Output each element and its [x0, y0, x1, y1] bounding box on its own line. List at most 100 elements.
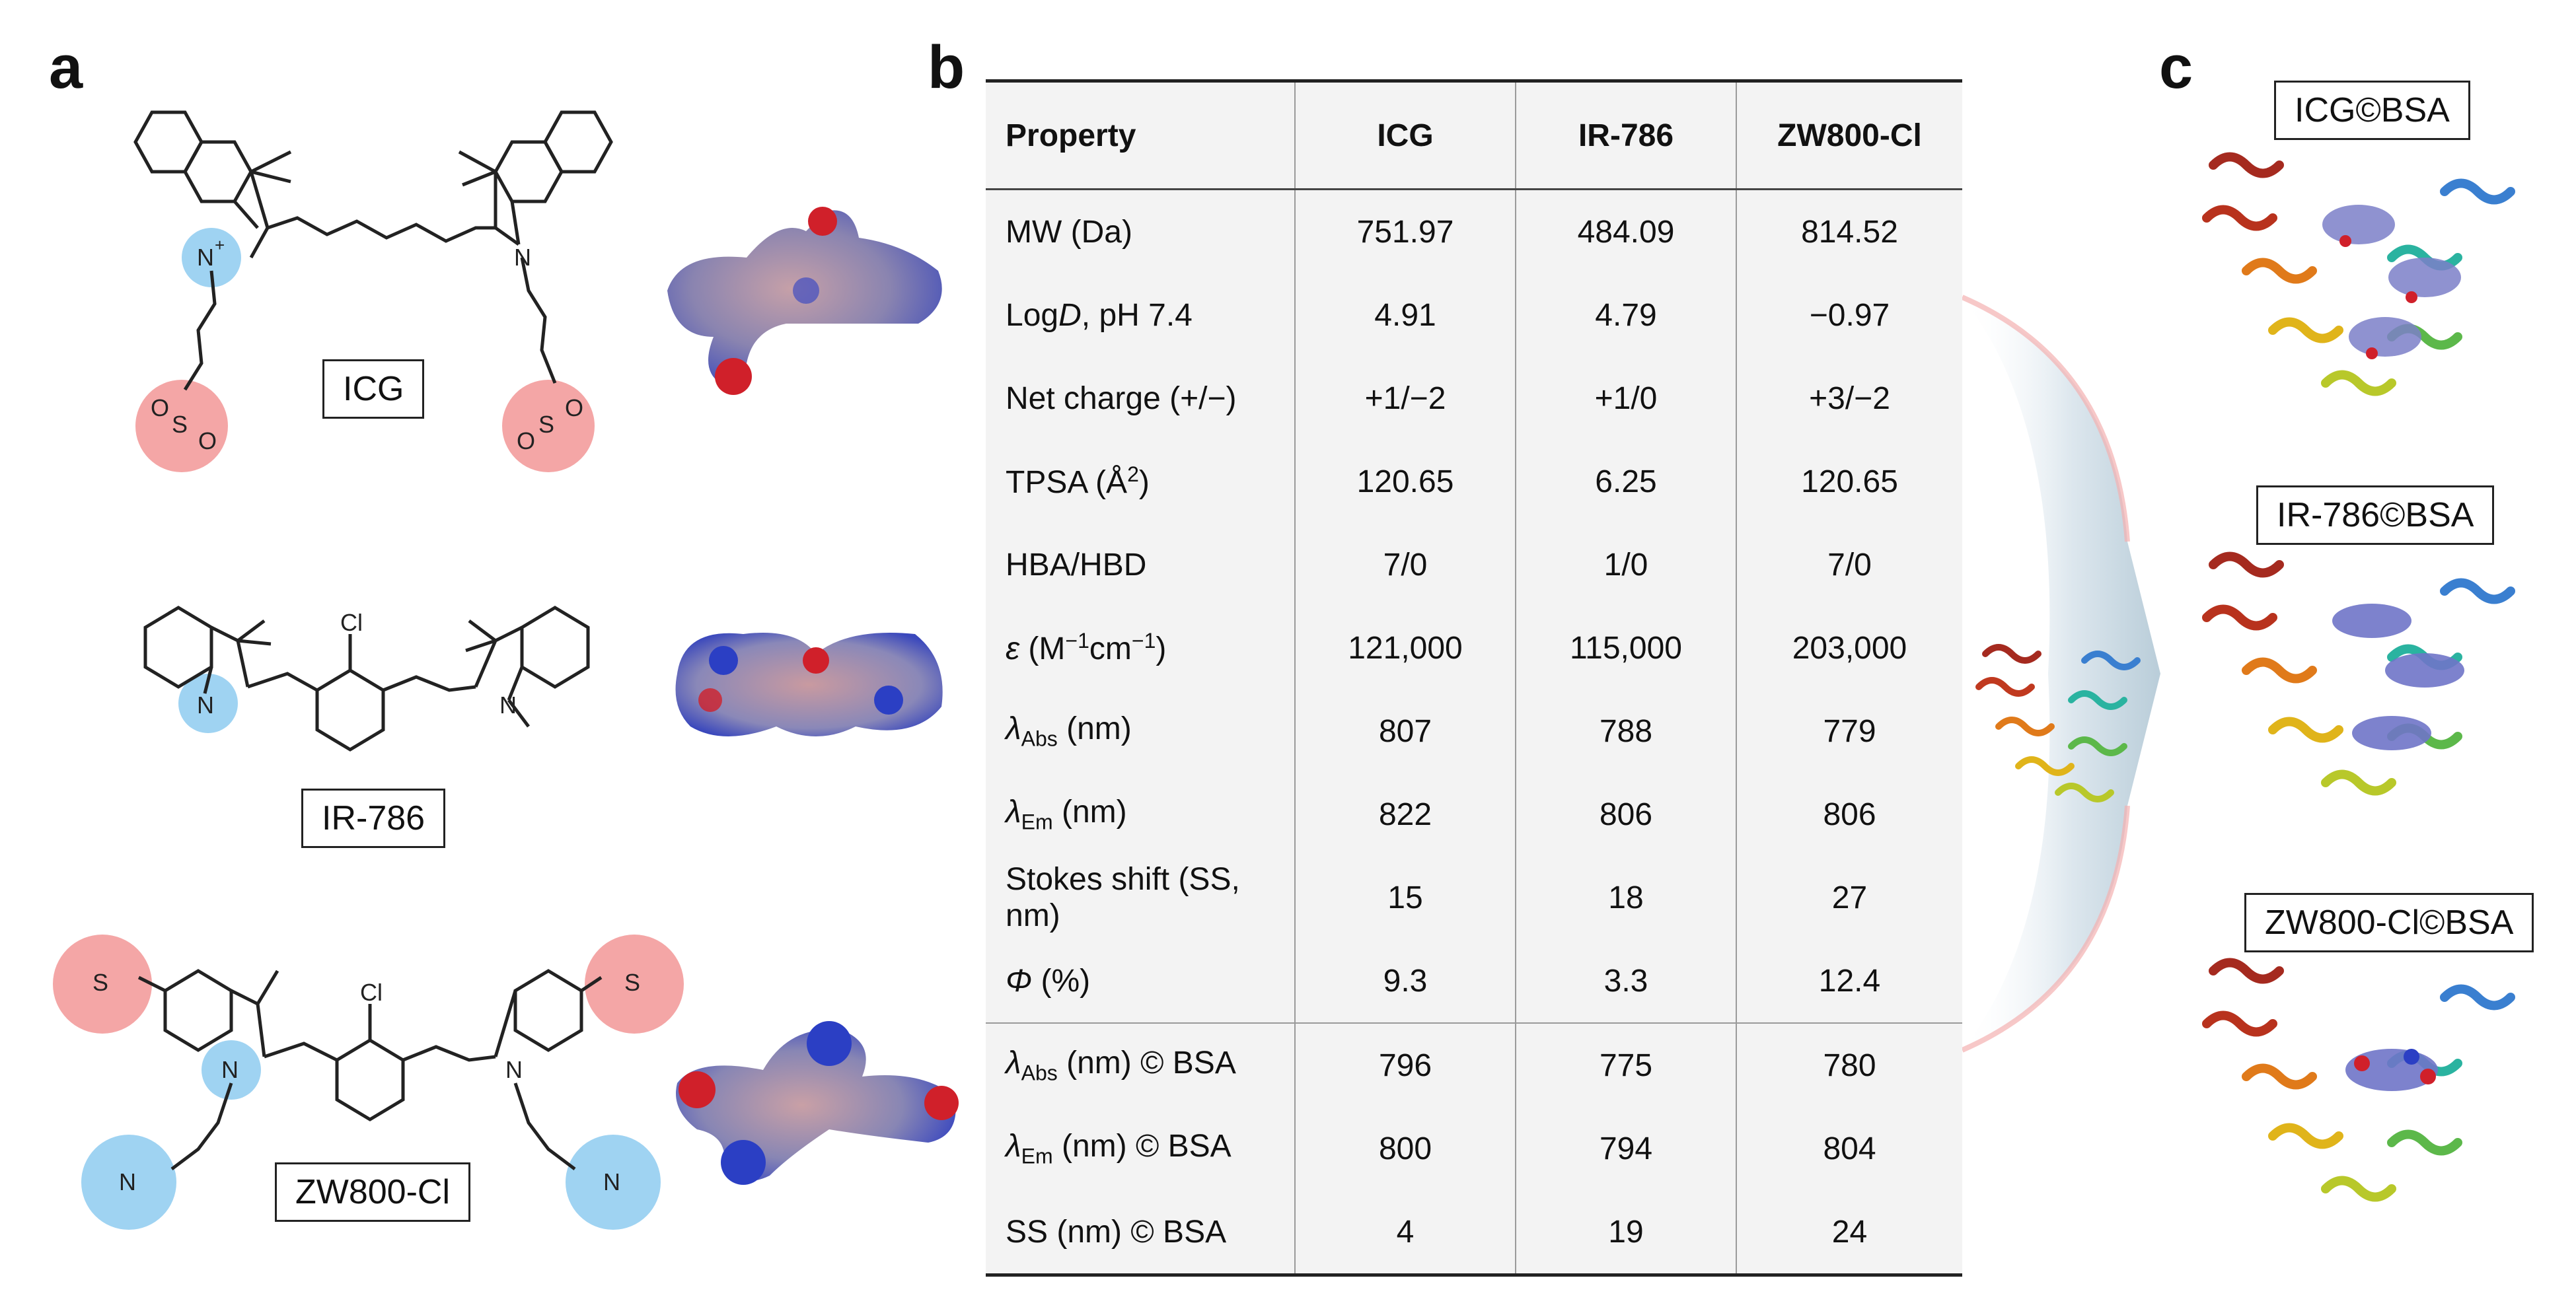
table-row: ε (M−1cm−1) 121,000 115,000 203,000 [986, 606, 1962, 690]
cell-icg: 9.3 [1294, 939, 1516, 1023]
table-row: λEm (nm) 822 806 806 [986, 773, 1962, 856]
binding-arrow [1962, 295, 2160, 1053]
anion-halo [502, 380, 595, 472]
atom-o: O [198, 427, 217, 454]
label-zw800-bsa: ZW800-Cl©BSA [2244, 893, 2534, 952]
surface-zw800 [676, 1021, 959, 1185]
header-ir786: IR-786 [1515, 79, 1736, 190]
row-label: λAbs (nm) [986, 690, 1295, 773]
bsa-protein-icon [1975, 644, 2141, 802]
cell-icg: 4.91 [1294, 273, 1516, 357]
complex-ir786-bsa [2202, 551, 2515, 796]
cell-icg: 807 [1294, 690, 1516, 773]
cell-ir786: 6.25 [1515, 440, 1736, 523]
row-label: Net charge (+/−) [986, 357, 1295, 440]
cell-icg: 751.97 [1294, 189, 1516, 273]
anion-halo [585, 935, 684, 1034]
cell-zw800: 120.65 [1736, 440, 1962, 523]
cation-halo [182, 228, 241, 287]
cell-icg: 120.65 [1294, 440, 1516, 523]
complex-icg-bsa [2202, 152, 2515, 396]
cell-icg: 15 [1294, 856, 1516, 939]
cell-ir786: 788 [1515, 690, 1736, 773]
cell-icg: 796 [1294, 1022, 1516, 1107]
atom-o: O [517, 427, 535, 454]
panel-letter-a: a [49, 34, 83, 101]
table-row: Stokes shift (SS, nm) 15 18 27 [986, 856, 1962, 939]
cell-icg: +1/−2 [1294, 357, 1516, 440]
atom-s: S [624, 969, 640, 996]
panel-letter-b: b [928, 34, 965, 101]
atom-n: N [514, 244, 531, 271]
cell-ir786: 794 [1515, 1107, 1736, 1190]
structure-icg: N + N S S O O O O [133, 110, 613, 472]
cell-ir786: 19 [1515, 1190, 1736, 1277]
structure-ir786: Cl N N [143, 606, 590, 752]
atom-cl: Cl [360, 979, 383, 1006]
atom-s: S [172, 411, 188, 438]
cell-ir786: 3.3 [1515, 939, 1736, 1023]
atom-n-plus: N [197, 244, 214, 271]
cell-ir786: 4.79 [1515, 273, 1736, 357]
cell-ir786: 775 [1515, 1022, 1736, 1107]
cation-halo [202, 1040, 261, 1100]
complex-zw800-bsa [2202, 958, 2515, 1202]
table-row: λAbs (nm) 807 788 779 [986, 690, 1962, 773]
row-label: HBA/HBD [986, 523, 1295, 606]
cell-icg: 121,000 [1294, 606, 1516, 690]
cell-ir786: 1/0 [1515, 523, 1736, 606]
cell-ir786: 484.09 [1515, 189, 1736, 273]
cell-zw800: −0.97 [1736, 273, 1962, 357]
cell-zw800: 12.4 [1736, 939, 1962, 1023]
row-label: λAbs (nm) © BSA [986, 1022, 1295, 1107]
cell-zw800: 27 [1736, 856, 1962, 939]
atom-n-plus: N [197, 691, 214, 719]
row-label: λEm (nm) [986, 773, 1295, 856]
table-row: Net charge (+/−) +1/−2 +1/0 +3/−2 [986, 357, 1962, 440]
cell-icg: 4 [1294, 1190, 1516, 1277]
surface-icg [667, 207, 942, 395]
label-ir786-bsa: IR-786©BSA [2256, 485, 2495, 545]
row-label: λEm (nm) © BSA [986, 1107, 1295, 1190]
cell-zw800: 780 [1736, 1022, 1962, 1107]
row-label: LogD, pH 7.4 [986, 273, 1295, 357]
cell-icg: 7/0 [1294, 523, 1516, 606]
atom-charge: + [215, 235, 225, 255]
atom-cl: Cl [340, 609, 363, 636]
cell-zw800: 814.52 [1736, 189, 1962, 273]
atom-n-plus: N [603, 1168, 620, 1195]
atom-n-plus: N [221, 1056, 239, 1083]
cell-ir786: 806 [1515, 773, 1736, 856]
cation-halo [566, 1135, 661, 1230]
table-row: TPSA (Å2) 120.65 6.25 120.65 [986, 440, 1962, 523]
table-row: λAbs (nm) © BSA 796 775 780 [986, 1022, 1962, 1107]
table-row: LogD, pH 7.4 4.91 4.79 −0.97 [986, 273, 1962, 357]
table-row: HBA/HBD 7/0 1/0 7/0 [986, 523, 1962, 606]
label-icg-bsa: ICG©BSA [2274, 81, 2470, 140]
cell-zw800: 806 [1736, 773, 1962, 856]
row-label: SS (nm) © BSA [986, 1190, 1295, 1277]
row-label: Stokes shift (SS, nm) [986, 856, 1295, 939]
cell-icg: 822 [1294, 773, 1516, 856]
cation-halo [81, 1135, 176, 1230]
table-header-row: Property ICG IR-786 ZW800-Cl [986, 79, 1962, 190]
table-row: λEm (nm) © BSA 800 794 804 [986, 1107, 1962, 1190]
cell-icg: 800 [1294, 1107, 1516, 1190]
row-label: Φ (%) [986, 939, 1295, 1023]
row-label: MW (Da) [986, 189, 1295, 273]
atom-s: S [538, 411, 554, 438]
cell-zw800: +3/−2 [1736, 357, 1962, 440]
cell-ir786: 115,000 [1515, 606, 1736, 690]
atom-s: S [92, 969, 108, 996]
anion-halo [53, 935, 152, 1034]
atom-o: O [565, 394, 583, 421]
cell-ir786: 18 [1515, 856, 1736, 939]
cell-zw800: 779 [1736, 690, 1962, 773]
cation-halo [178, 674, 238, 733]
label-icg: ICG [322, 359, 425, 419]
atom-n-plus: N [119, 1168, 136, 1195]
table-row: Φ (%) 9.3 3.3 12.4 [986, 939, 1962, 1023]
cell-ir786: +1/0 [1515, 357, 1736, 440]
table-row: MW (Da) 751.97 484.09 814.52 [986, 189, 1962, 273]
row-label: TPSA (Å2) [986, 440, 1295, 523]
